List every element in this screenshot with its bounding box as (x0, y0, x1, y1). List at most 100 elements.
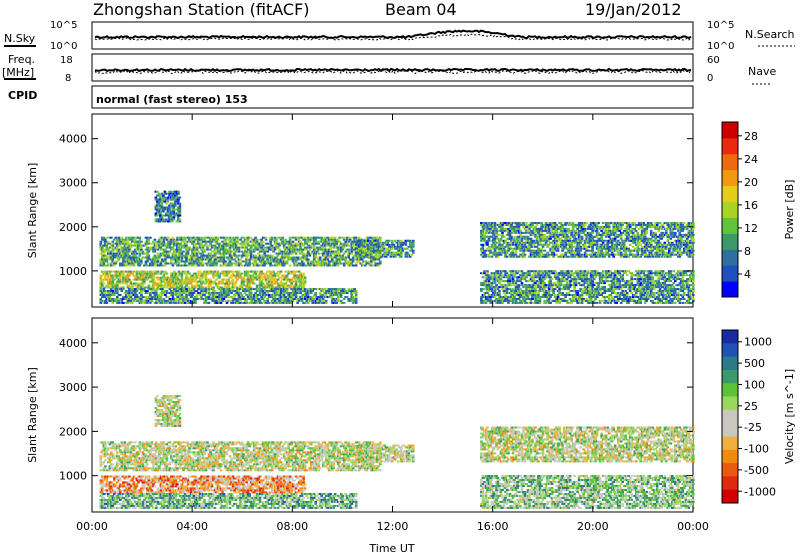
range-cell (144, 276, 148, 279)
range-cell (651, 284, 654, 287)
range-cell (291, 242, 295, 245)
range-cell (245, 270, 248, 273)
range-cell (561, 288, 564, 291)
range-cell (499, 270, 503, 273)
range-cell (309, 292, 313, 294)
range-cell (288, 286, 292, 289)
range-cell (400, 251, 403, 254)
range-cell (179, 236, 182, 239)
range-cell (291, 294, 295, 296)
range-cell (362, 253, 366, 256)
range-cell (234, 301, 238, 304)
range-cell (591, 282, 594, 285)
range-cell (165, 301, 169, 304)
range-cell (128, 290, 131, 292)
range-cell (149, 299, 152, 302)
range-cell (114, 248, 118, 251)
range-cell (528, 292, 531, 294)
range-cell (315, 250, 319, 253)
range-cell (392, 243, 396, 246)
range-cell (636, 274, 639, 277)
range-cell (553, 296, 557, 298)
range-cell (305, 246, 308, 249)
range-cell (562, 270, 566, 273)
range-cell (674, 280, 677, 283)
range-cell (392, 251, 396, 254)
range-cell (185, 258, 188, 261)
range-cell (143, 252, 146, 255)
range-cell (585, 292, 588, 294)
range-cell (532, 294, 536, 296)
range-cell (291, 276, 295, 279)
range-cell (252, 298, 256, 300)
range-cell (275, 298, 278, 300)
range-cell (327, 288, 331, 291)
range-cell (368, 255, 372, 258)
range-cell (222, 294, 226, 296)
range-cell (516, 280, 519, 283)
range-cell (407, 239, 411, 242)
range-cell (135, 299, 139, 302)
range-cell (534, 286, 537, 289)
range-cell (99, 298, 103, 300)
range-cell (134, 290, 137, 292)
range-cell (314, 294, 317, 296)
range-cell (204, 296, 208, 298)
range-cell (207, 301, 211, 304)
range-cell (291, 250, 295, 253)
range-cell (386, 247, 390, 250)
range-cell (508, 282, 512, 285)
range-cell (173, 274, 176, 277)
range-cell (556, 286, 560, 289)
range-cell (107, 248, 110, 251)
range-cell (348, 299, 352, 302)
range-cell (345, 236, 349, 239)
range-cell (631, 288, 635, 291)
range-cell (492, 296, 495, 298)
range-cell (332, 240, 335, 243)
range-cell (221, 246, 224, 249)
range-cell (183, 301, 187, 304)
range-cell (275, 286, 278, 289)
range-cell (330, 260, 334, 263)
range-cell (123, 298, 127, 300)
range-cell (333, 262, 337, 265)
range-cell (153, 244, 157, 247)
range-cell (174, 280, 178, 283)
range-cell (504, 290, 507, 292)
range-cell (315, 260, 319, 263)
range-cell (333, 256, 337, 259)
range-cell (273, 276, 277, 279)
range-cell (116, 299, 119, 302)
range-cell (541, 278, 545, 281)
range-cell (532, 278, 536, 281)
range-cell (222, 292, 226, 294)
range-cell (260, 244, 263, 247)
range-cell (574, 298, 578, 300)
range-cell (120, 240, 124, 243)
range-cell (335, 260, 338, 263)
range-cell (568, 270, 572, 273)
range-cell (120, 246, 124, 249)
range-cell (326, 244, 329, 247)
range-cell (651, 301, 654, 304)
range-cell (213, 296, 217, 298)
range-cell (556, 294, 560, 296)
range-cell (204, 282, 208, 285)
range-cell (216, 260, 220, 263)
range-cell (537, 298, 540, 300)
range-cell (263, 254, 266, 257)
range-cell (243, 252, 247, 255)
range-cell (200, 296, 203, 298)
range-cell (138, 238, 142, 241)
range-cell (622, 292, 626, 294)
range-cell (150, 299, 154, 302)
range-cell (495, 301, 498, 304)
range-cell (218, 276, 221, 279)
range-cell (347, 248, 350, 251)
range-cell (309, 246, 313, 249)
range-cell (403, 247, 406, 250)
range-cell (513, 290, 516, 292)
range-cell (228, 246, 232, 249)
range-cell (198, 284, 202, 287)
